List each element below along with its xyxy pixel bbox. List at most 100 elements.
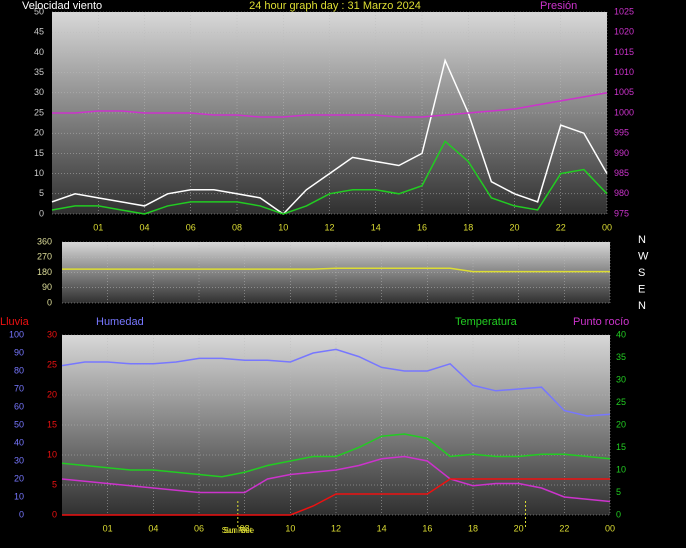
y2-tick-label: 20	[616, 419, 626, 429]
x-tick-label: 08	[232, 222, 242, 232]
y3-tick-label: 50	[14, 419, 24, 429]
x-tick-label: 04	[148, 523, 158, 533]
y3-tick-label: 100	[9, 329, 24, 339]
series-line	[51, 140, 608, 215]
x-tick-label: 16	[422, 523, 432, 533]
y-tick-label: 30	[47, 329, 57, 339]
y-tick-label: 5	[39, 188, 44, 198]
x-tick-label: 22	[556, 222, 566, 232]
series-label: Humedad	[96, 316, 144, 328]
series-line	[51, 58, 608, 215]
y2-tick-label: 995	[614, 128, 629, 138]
x-tick-label: 06	[194, 523, 204, 533]
x-tick-label: 18	[463, 222, 473, 232]
y-tick-label: 40	[34, 47, 44, 57]
x-tick-label: 16	[417, 222, 427, 232]
series-label: Punto rocío	[573, 316, 629, 328]
y3-tick-label: 10	[14, 491, 24, 501]
y2-tick-label: 5	[616, 487, 621, 497]
y-tick-label: 10	[34, 168, 44, 178]
direction-label: N	[638, 300, 646, 312]
y2-tick-label: 1015	[614, 47, 634, 57]
x-tick-label: 12	[324, 222, 334, 232]
x-tick-label: 00	[602, 222, 612, 232]
y-tick-label: 360	[37, 236, 52, 246]
y2-tick-label: 980	[614, 188, 629, 198]
y2-tick-label: 1000	[614, 107, 634, 117]
y-axis-label: Velocidad viento	[22, 0, 102, 12]
y2-tick-label: 30	[616, 374, 626, 384]
series-line	[61, 433, 611, 478]
y-tick-label: 10	[47, 449, 57, 459]
x-tick-label: 12	[331, 523, 341, 533]
annotation: Sun Set	[224, 526, 253, 535]
series-label: Lluvia	[0, 316, 30, 328]
series-label: Temperatura	[455, 316, 518, 328]
y-tick-label: 35	[34, 67, 44, 77]
chart-title: 24 hour graph day : 31 Marzo 2024	[249, 0, 421, 12]
series-line	[61, 348, 611, 417]
y3-tick-label: 0	[19, 509, 24, 519]
y-tick-label: 15	[34, 148, 44, 158]
y2-tick-label: 25	[616, 397, 626, 407]
y-tick-label: 20	[34, 128, 44, 138]
y2-tick-label: 35	[616, 352, 626, 362]
x-tick-label: 20	[514, 523, 524, 533]
y2-axis-label: Presión	[540, 0, 577, 12]
y2-tick-label: 975	[614, 208, 629, 218]
y-tick-label: 0	[39, 208, 44, 218]
direction-label: W	[638, 250, 649, 262]
series-line	[61, 455, 611, 503]
y3-tick-label: 70	[14, 383, 24, 393]
y-tick-label: 30	[34, 87, 44, 97]
y3-tick-label: 40	[14, 437, 24, 447]
x-tick-label: 14	[371, 222, 381, 232]
y2-tick-label: 10	[616, 464, 626, 474]
x-tick-label: 14	[377, 523, 387, 533]
x-tick-label: 01	[103, 523, 113, 533]
x-tick-label: 01	[93, 222, 103, 232]
annotation: Sun Rise	[222, 526, 255, 535]
x-tick-label: 06	[186, 222, 196, 232]
y2-tick-label: 1005	[614, 87, 634, 97]
y2-tick-label: 0	[616, 509, 621, 519]
y3-tick-label: 80	[14, 365, 24, 375]
y-tick-label: 5	[52, 479, 57, 489]
series-line	[62, 267, 610, 273]
x-tick-label: 22	[559, 523, 569, 533]
direction-label: N	[638, 234, 646, 246]
y-tick-label: 50	[34, 6, 44, 16]
y-tick-label: 25	[34, 107, 44, 117]
x-tick-label: 18	[468, 523, 478, 533]
x-tick-label: 08	[240, 523, 250, 533]
y2-tick-label: 990	[614, 148, 629, 158]
y2-tick-label: 40	[616, 329, 626, 339]
y-tick-label: 0	[52, 509, 57, 519]
x-tick-label: 00	[605, 523, 615, 533]
y2-tick-label: 1020	[614, 27, 634, 37]
y3-tick-label: 60	[14, 401, 24, 411]
y3-tick-label: 20	[14, 473, 24, 483]
y-tick-label: 20	[47, 389, 57, 399]
y-tick-label: 15	[47, 419, 57, 429]
y2-tick-label: 985	[614, 168, 629, 178]
x-tick-label: 10	[278, 222, 288, 232]
y-tick-label: 90	[42, 282, 52, 292]
direction-label: E	[638, 283, 645, 295]
y-tick-label: 45	[34, 27, 44, 37]
x-tick-label: 04	[139, 222, 149, 232]
y3-tick-label: 30	[14, 455, 24, 465]
y2-tick-label: 1025	[614, 6, 634, 16]
y-tick-label: 270	[37, 252, 52, 262]
y-tick-label: 0	[47, 297, 52, 307]
direction-label: S	[638, 267, 645, 279]
y2-tick-label: 1010	[614, 67, 634, 77]
y2-tick-label: 15	[616, 442, 626, 452]
series-line	[62, 478, 610, 516]
y-tick-label: 25	[47, 359, 57, 369]
y3-tick-label: 90	[14, 347, 24, 357]
series-line	[52, 92, 608, 118]
x-tick-label: 20	[509, 222, 519, 232]
x-tick-label: 10	[285, 523, 295, 533]
